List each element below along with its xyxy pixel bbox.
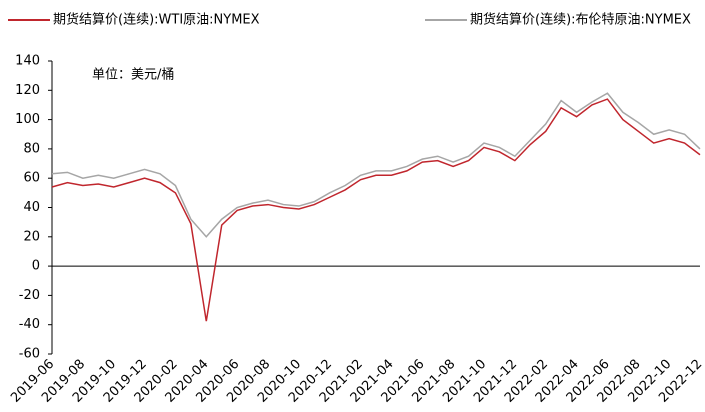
y-tick-label: -20 [19, 288, 40, 303]
legend-label: 期货结算价(连续):WTI原油:NYMEX [53, 12, 260, 28]
series-line [51, 92, 701, 238]
y-tick-label: 140 [15, 54, 40, 69]
y-tick-label: 80 [23, 141, 40, 156]
y-tick-label: 40 [23, 200, 40, 215]
y-tick-label: 20 [23, 229, 40, 244]
y-tick-label: -60 [19, 347, 40, 362]
y-tick-label: 60 [23, 171, 40, 186]
series-line [51, 98, 701, 322]
y-tick-label: 0 [32, 259, 40, 274]
unit-annotation: 单位：美元/桶 [92, 68, 174, 83]
y-tick-label: 100 [15, 112, 40, 127]
y-tick-label: -40 [19, 317, 40, 332]
y-tick-label: 120 [15, 83, 40, 98]
legend-label: 期货结算价(连续):布伦特原油:NYMEX [470, 12, 691, 28]
